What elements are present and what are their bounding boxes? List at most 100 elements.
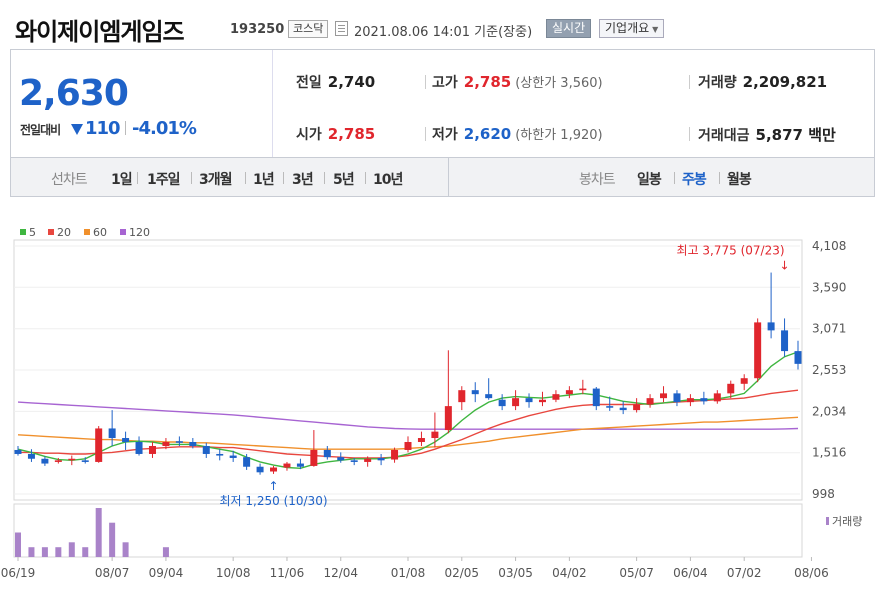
y-tick-label: 998 (812, 487, 835, 501)
candle-body (108, 428, 116, 439)
legend-label-60: 60 (93, 226, 107, 239)
weekly-candle-chart: 5 20 60 120 4,108 3,590 3,071 2,553 2,034 1,516 99… (1, 226, 863, 580)
candle-daily[interactable]: 일봉 (637, 172, 662, 188)
legend-label-120: 120 (129, 226, 150, 239)
candle-body (202, 445, 210, 454)
period-10y[interactable]: 10년 (373, 172, 403, 188)
period-3y[interactable]: 3년 (292, 172, 314, 188)
candle-body (95, 428, 103, 462)
candle-body (391, 449, 399, 460)
open-value: 2,785 (327, 125, 376, 143)
volume-bar (109, 522, 116, 557)
open-label: 시가 (296, 127, 322, 143)
volume-frame (13, 503, 803, 558)
candle-body (350, 460, 358, 462)
candle-body (471, 390, 479, 395)
toolbar-divider (448, 158, 449, 196)
current-price: 2,630 (19, 73, 129, 114)
y-tick-label: 3,590 (812, 280, 846, 294)
corp-overview-label: 기업개요 (605, 21, 650, 35)
candle-body (552, 394, 560, 400)
candle-body (686, 398, 694, 403)
divider (689, 75, 690, 89)
period-toolbar: 선차트 1일 1주일 3개월 1년 3년 5년 10년 봉차트 일봉 주봉 월봉 (10, 157, 875, 197)
candle-body (175, 441, 183, 443)
legend-swatch (20, 229, 26, 235)
legend-swatch (120, 229, 126, 235)
down-arrow-icon (71, 124, 83, 135)
divider (191, 172, 192, 184)
candle-body (135, 442, 143, 454)
period-1w[interactable]: 1주일 (147, 172, 181, 188)
current-price-panel: 2,630 전일대비 110 -4.01% (11, 50, 273, 158)
candle-body (565, 390, 573, 395)
candle-body (633, 404, 641, 411)
stock-name: 와이제이엠게임즈 (15, 18, 185, 46)
market-badge: 코스닥 (288, 20, 329, 38)
candle-body (310, 449, 318, 466)
volume-bar (82, 547, 89, 557)
candle-monthly[interactable]: 월봉 (727, 172, 752, 188)
volume-bar (28, 547, 35, 557)
legend-label-5: 5 (29, 226, 36, 239)
day-high-value: 2,785 (463, 73, 512, 91)
day-low-value: 2,620 (463, 125, 512, 143)
realtime-button[interactable]: 실시간 (546, 19, 592, 38)
candle-body (458, 390, 466, 403)
volume-label: 거래량 (698, 75, 737, 91)
change-label: 전일대비 (20, 123, 61, 137)
candle-body (337, 457, 345, 461)
volume-legend-label: 거래량 (832, 515, 862, 528)
candle-body (727, 383, 735, 394)
candle-body (404, 442, 412, 450)
x-tick-label: 01/08 (391, 566, 426, 580)
divider (719, 172, 720, 184)
candle-chart-label: 봉차트 (579, 172, 616, 188)
candle-body (229, 455, 237, 458)
x-tick-label: 07/02 (727, 566, 762, 580)
high-arrow-icon: ↓ (780, 259, 790, 273)
low-arrow-icon: ↑ (268, 479, 278, 493)
divider (324, 172, 325, 184)
candle-body (498, 399, 506, 407)
period-3m[interactable]: 3개월 (199, 172, 233, 188)
legend-swatch (48, 229, 54, 235)
x-tick-label: 08/06 (794, 566, 829, 580)
day-low-label: 저가 (432, 127, 458, 143)
candle-body (122, 438, 130, 443)
candle-body (417, 438, 425, 443)
x-tick-label: 02/05 (444, 566, 479, 580)
candle-body (243, 457, 251, 467)
day-low: 저가 2,620 (하한가 1,920) (432, 124, 603, 144)
candle-body (700, 398, 708, 402)
period-1y[interactable]: 1년 (253, 172, 275, 188)
candle-body (606, 406, 614, 408)
candle-body (740, 378, 748, 384)
x-tick-label: 11/06 (270, 566, 305, 580)
chevron-down-icon: ▼ (652, 25, 659, 34)
divider (365, 172, 366, 184)
period-1d[interactable]: 1일 (111, 172, 133, 188)
candle-body (41, 458, 49, 464)
divider (425, 75, 426, 89)
divider (425, 127, 426, 141)
prev-close: 전일 2,740 (296, 72, 375, 92)
candle-body (81, 460, 89, 462)
volume: 거래량 2,209,821 (698, 72, 827, 92)
stock-header: 와이제이엠게임즈 193250 코스닥 2021.08.06 14:01 기준(… (0, 0, 875, 48)
candle-weekly[interactable]: 주봉 (682, 172, 707, 188)
divider (283, 172, 284, 184)
divider (674, 172, 675, 184)
prev-close-label: 전일 (296, 75, 322, 91)
candle-body (162, 442, 170, 446)
candle-body (579, 388, 587, 391)
trade-amount: 거래대금 5,877 백만 (698, 124, 836, 145)
candle-body (512, 398, 520, 407)
volume-bar (122, 542, 129, 557)
y-tick-label: 1,516 (812, 446, 846, 460)
period-5y[interactable]: 5년 (333, 172, 355, 188)
corp-overview-dropdown[interactable]: 기업개요 ▼ (599, 19, 665, 38)
lower-limit: (하한가 1,920) (515, 128, 603, 143)
candle-body (794, 351, 802, 364)
calendar-icon (335, 21, 348, 36)
